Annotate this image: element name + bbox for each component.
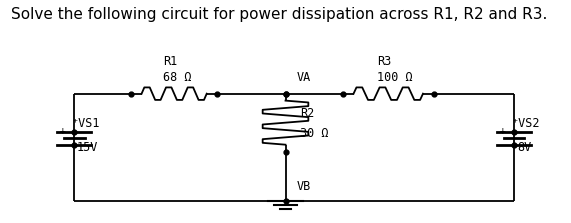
Text: ⁺VS2: ⁺VS2 bbox=[511, 117, 540, 130]
Text: +: + bbox=[60, 126, 66, 136]
Text: VB: VB bbox=[297, 180, 311, 193]
Text: R1: R1 bbox=[163, 55, 177, 68]
Text: 30 Ω: 30 Ω bbox=[300, 127, 328, 140]
Text: 15V: 15V bbox=[77, 141, 98, 154]
Text: +: + bbox=[500, 126, 505, 136]
Text: 8V: 8V bbox=[517, 141, 531, 154]
Text: ⁺VS1: ⁺VS1 bbox=[71, 117, 100, 130]
Text: Solve the following circuit for power dissipation across R1, R2 and R3.: Solve the following circuit for power di… bbox=[11, 7, 548, 22]
Text: R3: R3 bbox=[377, 55, 391, 68]
Text: 68 Ω: 68 Ω bbox=[163, 71, 191, 84]
Text: 100 Ω: 100 Ω bbox=[377, 71, 412, 84]
Text: R2: R2 bbox=[300, 107, 314, 120]
Text: VA: VA bbox=[297, 71, 311, 84]
